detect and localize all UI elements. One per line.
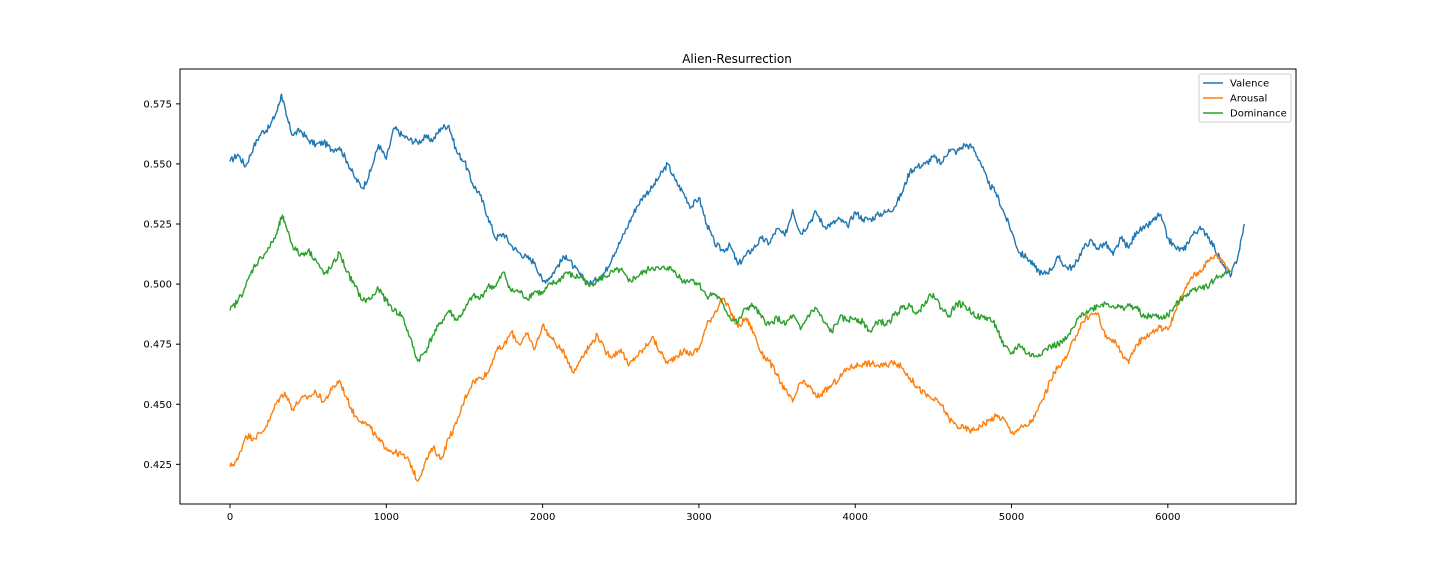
chart-title: Alien-Resurrection	[682, 52, 792, 66]
x-tick-label: 5000	[999, 512, 1024, 523]
series-layer	[230, 94, 1244, 481]
legend-label-dominance: Dominance	[1230, 109, 1287, 120]
series-line-arousal	[230, 254, 1230, 481]
x-tick-label: 1000	[374, 512, 399, 523]
axes-layer	[180, 69, 1296, 504]
axes-frame	[180, 69, 1296, 504]
x-tick-label: 2000	[530, 512, 555, 523]
series-line-valence	[230, 94, 1244, 285]
x-tick-label: 6000	[1155, 512, 1180, 523]
y-tick-label: 0.425	[143, 460, 172, 471]
x-tick-label: 4000	[843, 512, 868, 523]
y-tick-label: 0.500	[143, 280, 172, 291]
legend: Valence Arousal Dominance	[1199, 74, 1291, 122]
y-tick-label: 0.550	[143, 159, 172, 170]
y-tick-label: 0.450	[143, 400, 172, 411]
y-tick-label: 0.525	[143, 220, 172, 231]
series-line-dominance	[230, 215, 1230, 361]
x-tick-label: 0	[227, 512, 233, 523]
x-tick-label: 3000	[686, 512, 711, 523]
legend-label-arousal: Arousal	[1230, 94, 1267, 105]
ticks-layer: 0 1000 2000 3000 4000 5000 6000 0.425 0.450 0.475…	[143, 99, 1180, 523]
y-tick-label: 0.475	[143, 340, 172, 351]
y-tick-label: 0.575	[143, 99, 172, 110]
legend-label-valence: Valence	[1230, 79, 1269, 90]
